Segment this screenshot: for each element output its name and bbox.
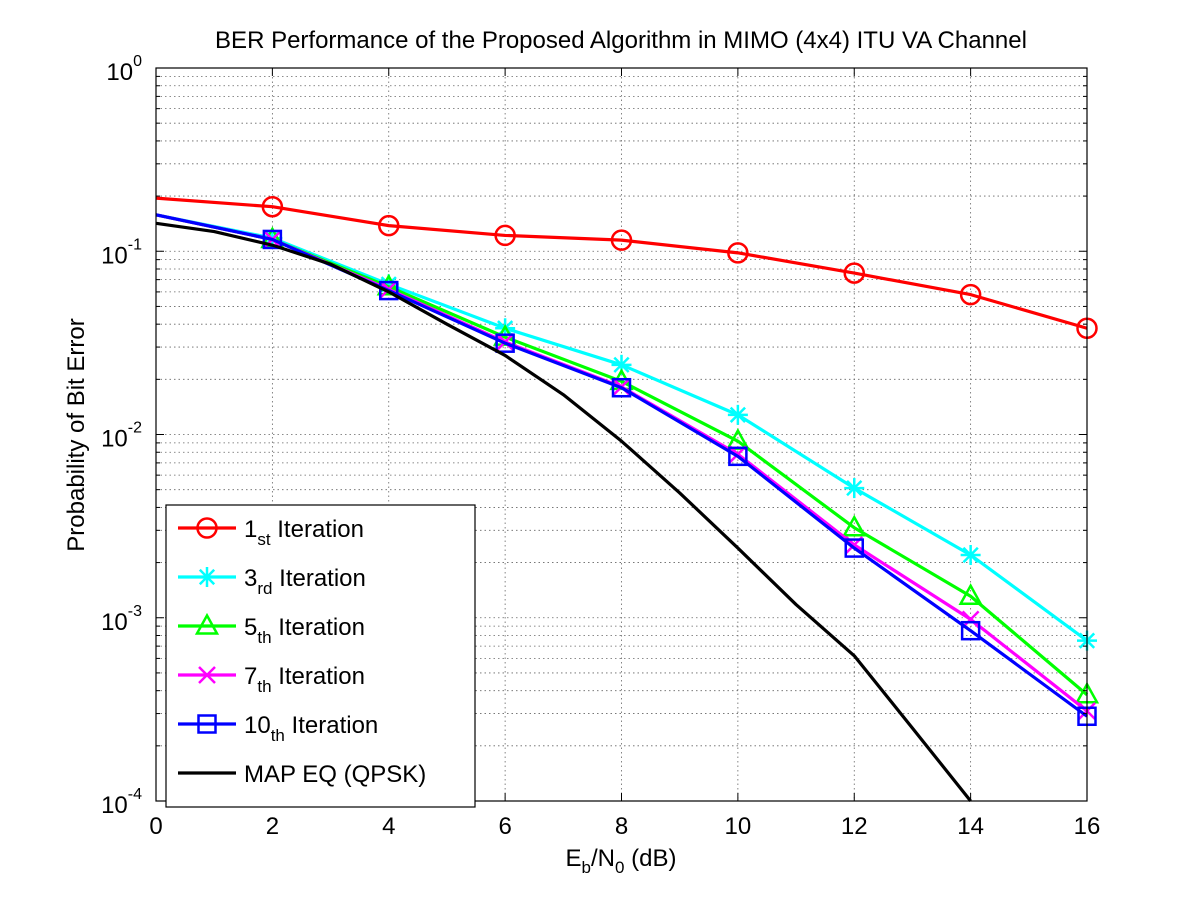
legend-label: 7th Iteration bbox=[244, 663, 365, 696]
circle-marker bbox=[261, 195, 284, 218]
x-tick-label: 8 bbox=[615, 813, 628, 840]
square-marker bbox=[728, 446, 748, 467]
x-marker bbox=[198, 666, 216, 684]
x-axis-label-sub2: 0 bbox=[615, 858, 624, 877]
x-axis-label-sub1: b bbox=[582, 858, 591, 877]
circle-marker bbox=[727, 242, 749, 264]
series-line bbox=[155, 221, 972, 802]
y-tick-label: 10-1 bbox=[101, 236, 142, 269]
legend-label: 10th Iteration bbox=[244, 712, 378, 745]
legend-label-main: 3 bbox=[244, 565, 257, 592]
circle-marker bbox=[378, 214, 400, 237]
y-axis-label: Probability of Bit Error bbox=[63, 318, 90, 551]
y-tick-exponent: 0 bbox=[133, 53, 142, 70]
x-tick-label: 2 bbox=[266, 813, 279, 840]
legend-label-sub: st bbox=[257, 530, 271, 549]
y-tick-label: 100 bbox=[106, 53, 142, 86]
square-marker bbox=[960, 620, 981, 641]
legend-label-main: MAP EQ (QPSK) bbox=[244, 761, 426, 788]
legend-label-main: 10 bbox=[244, 712, 271, 739]
y-tick-exponent: -3 bbox=[128, 603, 142, 620]
legend-label-tail: Iteration bbox=[285, 712, 378, 739]
asterisk-marker bbox=[197, 567, 217, 587]
circle-marker bbox=[610, 229, 633, 251]
y-tick-label: 10-4 bbox=[101, 786, 142, 819]
circle-marker bbox=[494, 224, 516, 247]
legend-entry: 7th Iteration bbox=[178, 663, 365, 696]
y-tick-label: 10-3 bbox=[101, 603, 142, 636]
x-marker bbox=[961, 610, 980, 629]
x-tick-label: 6 bbox=[498, 813, 511, 840]
asterisk-marker bbox=[727, 404, 748, 425]
y-tick-base: 10 bbox=[101, 242, 128, 269]
asterisk-marker bbox=[960, 545, 981, 566]
legend-label-tail: Iteration bbox=[271, 516, 364, 543]
legend-label-sub: th bbox=[257, 628, 271, 647]
x-tick-label: 16 bbox=[1074, 813, 1101, 840]
series-line bbox=[155, 196, 1088, 330]
y-tick-exponent: -4 bbox=[128, 786, 142, 803]
x-tick-label: 14 bbox=[957, 813, 984, 840]
x-tick-label: 12 bbox=[841, 813, 868, 840]
square-marker bbox=[197, 714, 217, 734]
legend-label-sub: th bbox=[271, 726, 285, 745]
triangle-marker bbox=[194, 612, 220, 635]
circle-marker bbox=[843, 262, 865, 284]
triangle-marker bbox=[958, 583, 983, 606]
y-tick-exponent: -1 bbox=[128, 236, 142, 253]
asterisk-marker bbox=[844, 478, 865, 499]
y-tick-base: 10 bbox=[101, 609, 128, 636]
series-0 bbox=[155, 195, 1098, 340]
legend-label: 1st Iteration bbox=[244, 516, 364, 549]
square-marker bbox=[611, 377, 632, 398]
legend-label-main: 7 bbox=[244, 663, 257, 690]
triangle-marker bbox=[842, 514, 867, 537]
legend-label-tail: Iteration bbox=[272, 614, 365, 641]
legend-box bbox=[165, 504, 476, 808]
legend-label: 3rd Iteration bbox=[244, 565, 366, 598]
x-axis-label-tail: (dB) bbox=[624, 845, 676, 872]
legend-label-tail: Iteration bbox=[272, 663, 365, 690]
square-marker bbox=[262, 229, 283, 250]
circle-marker bbox=[196, 517, 218, 539]
legend-label-main: 5 bbox=[244, 614, 257, 641]
x-tick-label: 0 bbox=[149, 813, 162, 840]
square-marker bbox=[379, 280, 399, 301]
x-axis-label-mid: /N bbox=[591, 845, 615, 872]
x-axis-label-base: E bbox=[566, 845, 582, 872]
x-axis-label: Eb/N0 (dB) bbox=[566, 845, 677, 877]
grid bbox=[156, 68, 1087, 801]
legend-label-main: 1 bbox=[244, 516, 257, 543]
square-marker bbox=[844, 538, 864, 558]
legend-label: 5th Iteration bbox=[244, 614, 365, 647]
legend-entry: 10th Iteration bbox=[178, 712, 378, 745]
circle-marker bbox=[959, 283, 982, 306]
legend-entry: 1st Iteration bbox=[178, 516, 364, 549]
legend-entry: 5th Iteration bbox=[178, 612, 365, 647]
legend-label-tail: Iteration bbox=[272, 565, 365, 592]
x-tick-label: 4 bbox=[382, 813, 395, 840]
x-tick-label: 10 bbox=[725, 813, 752, 840]
legend-entry: 3rd Iteration bbox=[178, 565, 366, 598]
legend-label-sub: th bbox=[257, 677, 271, 696]
series-layer bbox=[155, 195, 1100, 802]
legend-label-sub: rd bbox=[257, 579, 272, 598]
square-marker bbox=[495, 333, 515, 353]
legend-label: MAP EQ (QPSK) bbox=[244, 761, 426, 788]
y-tick-base: 10 bbox=[101, 426, 128, 453]
y-tick-label: 10-2 bbox=[101, 420, 142, 453]
y-tick-exponent: -2 bbox=[128, 420, 142, 437]
legend-entry: MAP EQ (QPSK) bbox=[178, 761, 426, 788]
y-tick-base: 10 bbox=[101, 792, 128, 819]
series-5 bbox=[155, 221, 972, 802]
y-tick-base: 10 bbox=[106, 59, 133, 86]
chart-title: BER Performance of the Proposed Algorith… bbox=[215, 27, 1027, 54]
